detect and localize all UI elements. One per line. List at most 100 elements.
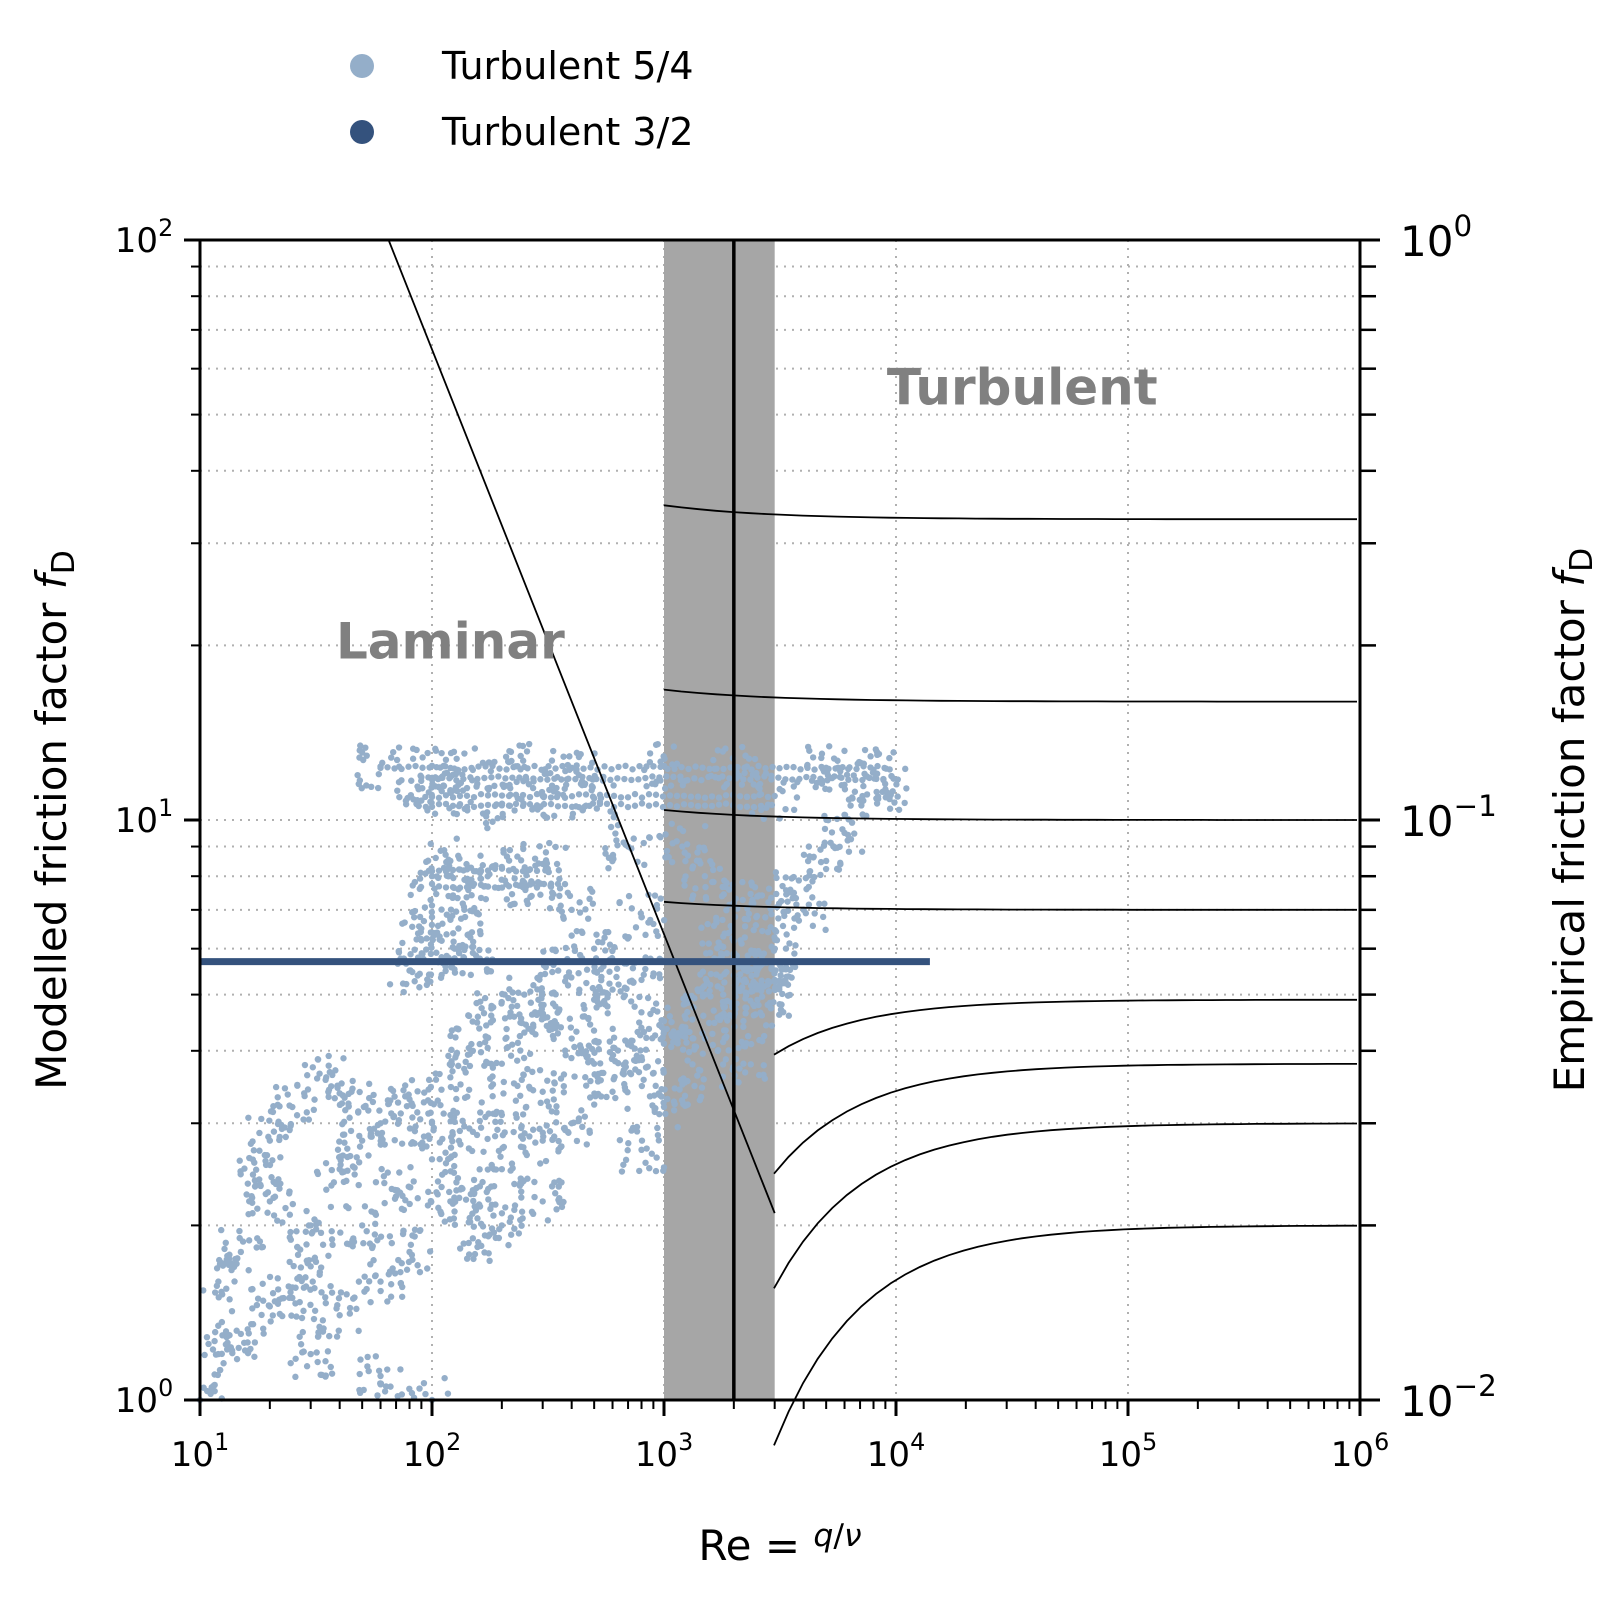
scatter-point <box>375 1367 383 1374</box>
scatter-point <box>841 747 848 755</box>
scatter-point <box>744 1032 752 1040</box>
scatter-point <box>700 983 708 990</box>
scatter-point <box>536 843 543 850</box>
scatter-point <box>692 885 699 892</box>
scatter-point <box>517 1175 524 1182</box>
scatter-point <box>806 872 813 879</box>
scatter-point <box>318 1371 326 1379</box>
scatter-point <box>406 1385 413 1393</box>
scatter-point <box>384 1298 391 1305</box>
scatter-point <box>424 807 431 814</box>
scatter-point <box>550 1035 557 1043</box>
scatter-point <box>219 1262 227 1269</box>
scatter-point <box>513 1002 521 1010</box>
scatter-point <box>310 1106 318 1114</box>
scatter-point <box>791 963 799 971</box>
scatter-point <box>503 1034 510 1042</box>
scatter-point <box>425 774 432 781</box>
scatter-point <box>627 998 635 1005</box>
scatter-point <box>382 1118 389 1125</box>
scatter-point <box>568 793 576 800</box>
scatter-point <box>656 774 663 781</box>
scatter-point <box>822 857 830 865</box>
scatter-point <box>599 989 606 996</box>
scatter-point <box>449 930 457 937</box>
scatter-point <box>668 858 676 866</box>
scatter-point <box>656 1021 663 1029</box>
scatter-point <box>441 1218 449 1225</box>
scatter-point <box>303 1363 311 1370</box>
scatter-point <box>631 1003 638 1010</box>
scatter-point <box>409 755 417 762</box>
scatter-point <box>741 1069 749 1076</box>
scatter-point <box>438 1183 445 1191</box>
scatter-point <box>640 1076 647 1083</box>
scatter-point <box>438 1086 445 1093</box>
scatter-point <box>512 1097 520 1104</box>
scatter-point <box>771 792 778 800</box>
scatter-point <box>583 1082 590 1089</box>
scatter-point <box>526 793 534 801</box>
scatter-point <box>451 1208 458 1215</box>
scatter-point <box>314 1358 321 1366</box>
scatter-point <box>311 1096 318 1103</box>
scatter-point <box>612 830 619 837</box>
scatter-point <box>339 1120 346 1128</box>
scatter-point <box>547 800 555 808</box>
scatter-point <box>851 830 858 837</box>
scatter-point <box>492 1118 499 1126</box>
scatter-point <box>764 928 772 936</box>
scatter-point <box>432 774 439 781</box>
scatter-point <box>221 1245 228 1253</box>
scatter-point <box>438 1210 445 1218</box>
scatter-point <box>503 1044 511 1052</box>
scatter-point <box>561 794 569 801</box>
scatter-point <box>819 913 827 921</box>
scatter-point <box>347 1152 354 1160</box>
scatter-point <box>822 865 830 873</box>
scatter-point <box>859 792 866 800</box>
scatter-point <box>498 865 506 872</box>
scatter-point <box>680 1100 687 1108</box>
scatter-point <box>345 1100 352 1107</box>
scatter-point <box>325 1093 332 1101</box>
scatter-point <box>538 995 545 1002</box>
scatter-point <box>354 771 361 779</box>
scatter-point <box>407 1241 415 1248</box>
scatter-point <box>446 775 453 782</box>
scatter-point <box>379 1136 386 1143</box>
scatter-point <box>726 775 733 782</box>
scatter-point <box>522 1149 529 1156</box>
scatter-point <box>496 1225 503 1233</box>
scatter-point <box>579 1123 586 1131</box>
scatter-point <box>435 783 442 791</box>
scatter-point <box>553 1103 560 1110</box>
scatter-point <box>578 1107 585 1114</box>
scatter-point <box>514 1057 521 1064</box>
scatter-point <box>279 1219 286 1226</box>
scatter-point <box>860 782 867 790</box>
scatter-point <box>480 1148 487 1155</box>
legend-marker <box>350 54 374 78</box>
scatter-point <box>838 774 845 781</box>
scatter-point <box>666 1013 674 1020</box>
scatter-point <box>440 782 448 790</box>
scatter-point <box>571 1043 578 1051</box>
scatter-point <box>760 1062 767 1069</box>
scatter-point <box>560 1089 568 1096</box>
scatter-point <box>514 853 521 860</box>
scatter-point <box>697 860 704 867</box>
scatter-point <box>440 1110 447 1117</box>
scatter-point <box>785 1012 793 1019</box>
scatter-point <box>288 1312 295 1319</box>
scatter-point <box>681 876 688 884</box>
scatter-point <box>722 792 730 799</box>
scatter-point <box>478 1099 485 1106</box>
scatter-point <box>336 1312 343 1319</box>
scatter-point <box>533 884 541 891</box>
scatter-point <box>593 775 600 783</box>
scatter-point <box>441 1374 448 1382</box>
scatter-point <box>684 776 691 784</box>
